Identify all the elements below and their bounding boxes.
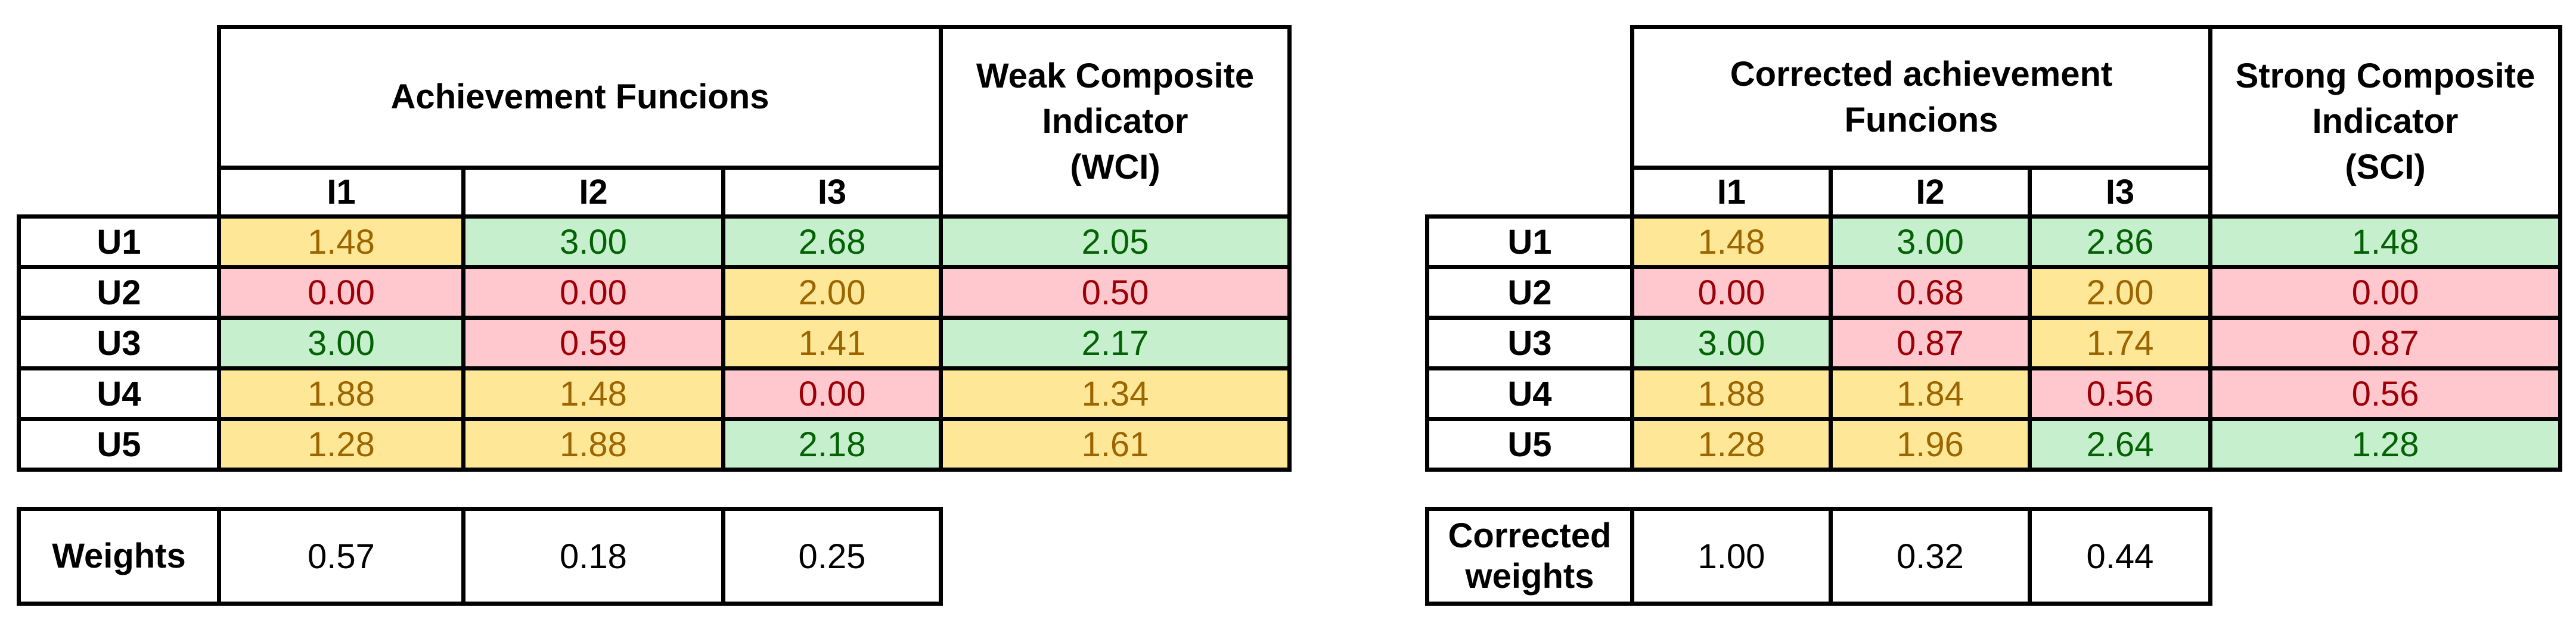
sci-cell-u5-i1: 1.28 [1630,417,1833,472]
sci-cell-u3-sci: 0.87 [2208,316,2563,370]
wci-cell-u3-wci: 2.17 [939,316,1292,370]
corner-spacer [19,168,219,217]
wci-row-label-u3: U3 [17,316,221,370]
corrected-weights-label: Corrected weights [1425,507,1634,606]
sci-row-label-u3: U3 [1425,316,1634,370]
wci-cell-u3-i1: 3.00 [217,316,465,370]
sci-cell-u4-sci: 0.56 [2208,366,2563,421]
wci-cell-u1-i1: 1.48 [217,214,465,269]
sci-cell-u2-i2: 0.68 [1829,265,2032,320]
table-row: U4 1.88 1.84 0.56 0.56 [1425,366,2563,421]
sci-cell-u1-i2: 3.00 [1829,214,2032,269]
sci-row-label-u5: U5 [1425,417,1634,472]
sci-row-label-u4: U4 [1425,366,1634,421]
corner-spacer [19,27,219,168]
wci-cell-u3-i2: 0.59 [461,316,725,370]
wci-cell-u4-i1: 1.88 [217,366,465,421]
wci-cell-u5-i2: 1.88 [461,417,725,472]
sci-cell-u5-i3: 2.64 [2027,417,2213,472]
sci-column-header-i2: I2 [1829,166,2032,219]
wci-cell-u2-i2: 0.00 [461,265,725,320]
corner-spacer [1427,168,1632,217]
weight-i2: 0.18 [461,507,725,606]
wci-cell-u1-i3: 2.68 [721,214,944,269]
sci-composite-header: Strong Composite Indicator (SCI) [2208,25,2563,219]
table-row: U5 1.28 1.96 2.64 1.28 [1425,417,2563,472]
sci-cell-u1-sci: 1.48 [2208,214,2563,269]
corner-spacer [1427,27,1632,168]
table-row: U2 0.00 0.68 2.00 0.00 [1425,265,2563,320]
weights-table: Weights 0.57 0.18 0.25 [17,507,943,606]
table-row: U4 1.88 1.48 0.00 1.34 [17,366,1292,421]
wci-table: Achievement Funcions Weak Composite Indi… [17,25,1292,472]
table-row: U5 1.28 1.88 2.18 1.61 [17,417,1292,472]
table-row: U1 1.48 3.00 2.68 2.05 [17,214,1292,269]
wci-cell-u4-wci: 1.34 [939,366,1292,421]
corrected-weight-i3: 0.44 [2028,507,2212,606]
sci-column-header-i3: I3 [2027,166,2213,219]
sci-column-header-i1: I1 [1630,166,1833,219]
corrected-weight-i2: 0.32 [1829,507,2032,606]
wci-cell-u2-i1: 0.00 [217,265,465,320]
sci-cell-u3-i1: 3.00 [1630,316,1833,370]
table-row: U1 1.48 3.00 2.86 1.48 [1425,214,2563,269]
table-row: U3 3.00 0.59 1.41 2.17 [17,316,1292,370]
sci-cell-u5-i2: 1.96 [1829,417,2032,472]
wci-cell-u4-i2: 1.48 [461,366,725,421]
wci-column-header-i1: I1 [217,166,465,219]
corrected-weight-i1: 1.00 [1630,507,1833,606]
wci-cell-u5-i1: 1.28 [217,417,465,472]
wci-composite-header: Weak Composite Indicator (WCI) [939,25,1292,219]
wci-cell-u1-wci: 2.05 [939,214,1292,269]
sci-row-label-u1: U1 [1425,214,1634,269]
wci-cell-u2-i3: 2.00 [721,265,944,320]
wci-cell-u5-wci: 1.61 [939,417,1292,472]
sci-cell-u5-sci: 1.28 [2208,417,2563,472]
table-row: U2 0.00 0.00 2.00 0.50 [17,265,1292,320]
weights-label: Weights [17,507,221,606]
sci-cell-u2-sci: 0.00 [2208,265,2563,320]
sci-cell-u4-i2: 1.84 [1829,366,2032,421]
sci-cell-u4-i1: 1.88 [1630,366,1833,421]
weight-i1: 0.57 [217,507,465,606]
weight-i3: 0.25 [721,507,943,606]
sci-cell-u3-i2: 0.87 [1829,316,2032,370]
sci-group-header: Corrected achievement Funcions [1630,25,2213,170]
wci-cell-u5-i3: 2.18 [721,417,944,472]
corrected-weights-table: Corrected weights 1.00 0.32 0.44 [1425,507,2212,606]
wci-cell-u2-wci: 0.50 [939,265,1292,320]
wci-column-header-i2: I2 [461,166,725,219]
sci-table: Corrected achievement Funcions Strong Co… [1425,25,2563,472]
wci-row-label-u1: U1 [17,214,221,269]
sci-cell-u2-i3: 2.00 [2027,265,2213,320]
sci-cell-u4-i3: 0.56 [2027,366,2213,421]
sci-cell-u3-i3: 1.74 [2027,316,2213,370]
wci-row-label-u4: U4 [17,366,221,421]
wci-group-header: Achievement Funcions [216,25,944,170]
wci-cell-u4-i3: 0.00 [721,366,944,421]
wci-cell-u1-i2: 3.00 [461,214,725,269]
wci-cell-u3-i3: 1.41 [721,316,944,370]
sci-cell-u2-i1: 0.00 [1630,265,1833,320]
sci-cell-u1-i3: 2.86 [2027,214,2213,269]
wci-row-label-u2: U2 [17,265,221,320]
wci-row-label-u5: U5 [17,417,221,472]
wci-column-header-i3: I3 [721,166,944,219]
table-row: U3 3.00 0.87 1.74 0.87 [1425,316,2563,370]
sci-row-label-u2: U2 [1425,265,1634,320]
sci-cell-u1-i1: 1.48 [1630,214,1833,269]
